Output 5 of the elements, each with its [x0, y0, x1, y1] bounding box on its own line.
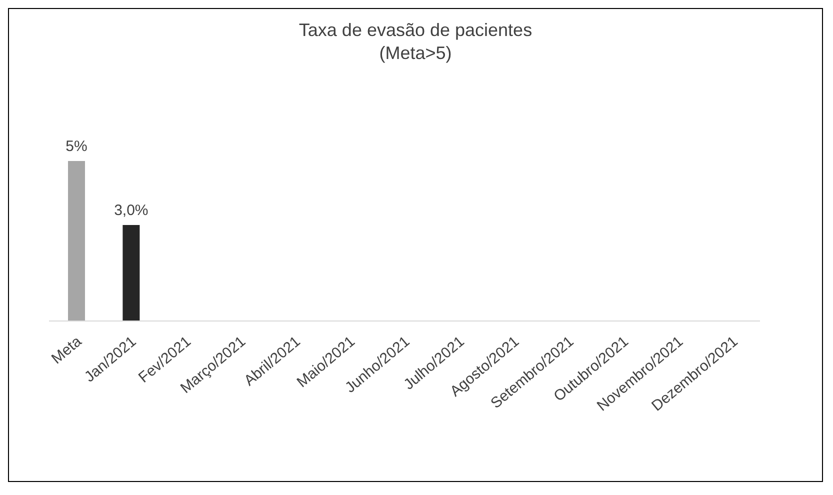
- chart-subtitle: (Meta>5): [378, 42, 453, 65]
- data-label: 3,0%: [114, 202, 148, 219]
- chart-title: Taxa de evasão de pacientes: [298, 19, 534, 42]
- data-label: 5%: [66, 138, 88, 155]
- x-tick-label: Meta: [48, 332, 86, 368]
